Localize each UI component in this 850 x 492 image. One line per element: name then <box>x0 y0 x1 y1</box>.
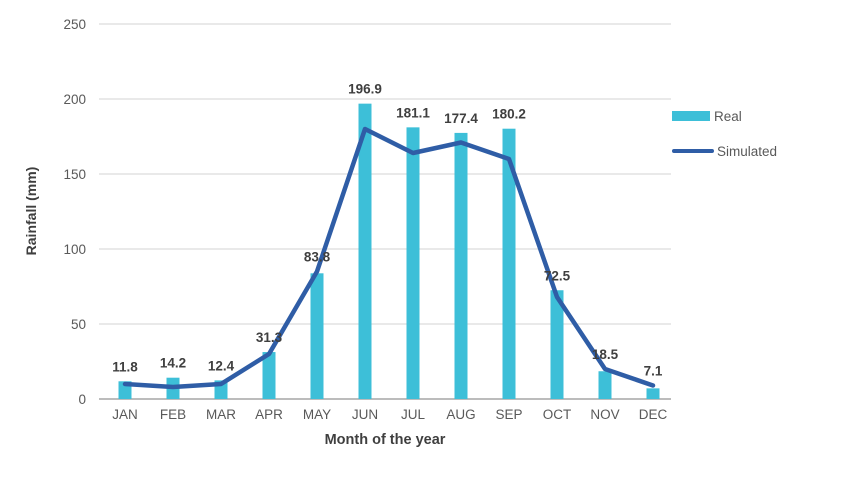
x-tick-label: NOV <box>590 407 619 422</box>
bar-oct <box>550 290 564 399</box>
x-tick-label: MAY <box>303 407 331 422</box>
bar-value-label: 72.5 <box>544 268 571 283</box>
y-tick-label: 0 <box>78 392 86 407</box>
bar-value-label: 7.1 <box>644 364 663 379</box>
bar-jun <box>358 103 372 400</box>
y-tick-label: 200 <box>63 92 86 107</box>
legend-label-simulated: Simulated <box>717 143 778 159</box>
bar-value-label: 18.5 <box>592 347 619 362</box>
y-tick-label: 100 <box>63 242 86 257</box>
x-tick-label: FEB <box>160 407 186 422</box>
bar-sep <box>502 128 516 399</box>
bar-value-label: 177.4 <box>444 111 478 126</box>
x-tick-label: MAR <box>206 407 236 422</box>
bar-jul <box>406 127 420 399</box>
bar-value-label: 180.2 <box>492 107 526 122</box>
x-tick-label: APR <box>255 407 283 422</box>
bar-aug <box>454 132 468 399</box>
x-tick-label: JAN <box>112 407 138 422</box>
real-series-swatch-icon <box>672 111 710 121</box>
x-tick-label: JUN <box>352 407 378 422</box>
x-tick-label: AUG <box>446 407 475 422</box>
x-tick-label: DEC <box>639 407 668 422</box>
bar-value-label: 83.8 <box>304 250 331 265</box>
bar-dec <box>646 388 660 399</box>
legend-label-real: Real <box>714 108 742 124</box>
bar-nov <box>598 371 612 399</box>
x-tick-label: OCT <box>543 407 572 422</box>
simulated-series-swatch-icon <box>672 148 714 154</box>
simulated-line <box>122 126 656 390</box>
legend-item-simulated: Simulated <box>672 141 777 161</box>
y-axis-title: Rainfall (mm) <box>23 166 39 256</box>
bar-value-label: 31.3 <box>256 330 283 345</box>
bar-value-label: 181.1 <box>396 105 430 120</box>
legend-item-real: Real <box>672 106 777 126</box>
bar-apr <box>262 352 276 399</box>
bar-may <box>310 273 324 399</box>
x-axis-title: Month of the year <box>324 432 446 448</box>
legend: Real Simulated <box>672 106 777 176</box>
bar-value-label: 14.2 <box>160 356 186 371</box>
x-tick-label: SEP <box>495 407 522 422</box>
bar-value-label: 196.9 <box>348 82 382 97</box>
x-tick-label: JUL <box>401 407 425 422</box>
bar-value-label: 12.4 <box>208 358 235 373</box>
y-tick-label: 150 <box>63 167 86 182</box>
y-tick-label: 250 <box>63 17 86 32</box>
y-tick-label: 50 <box>71 317 86 332</box>
bar-value-label: 11.8 <box>112 359 138 374</box>
